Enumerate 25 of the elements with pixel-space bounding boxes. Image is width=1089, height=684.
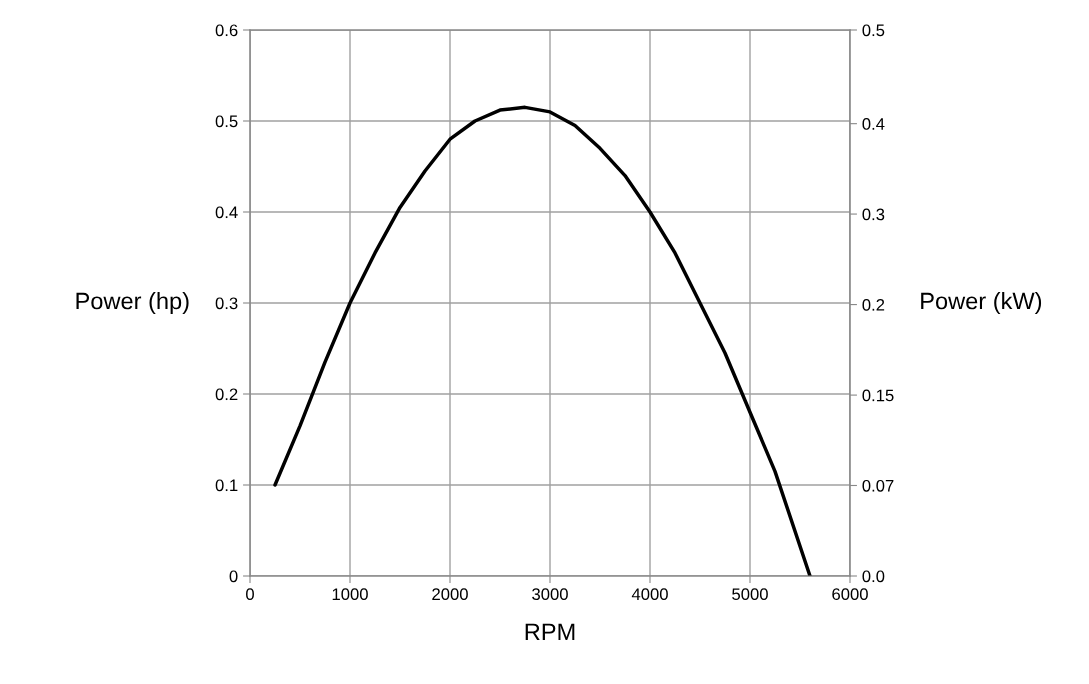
y-tick-label: 0.6 [215,24,238,37]
x-tick-label: 1000 [332,588,368,601]
y2-tick-label: 0.15 [862,389,894,402]
y2-tick-label: 0.0 [862,570,885,583]
y2-axis-title: Power (kW) [921,291,1042,314]
x-tick-label: 5000 [732,588,768,601]
x-tick-label: 0 [246,588,254,601]
y2-tick-label: 0.5 [862,24,885,37]
y-tick-label: 0.4 [215,206,238,219]
x-tick-label: 2000 [432,588,468,601]
y2-tick-label: 0.07 [862,479,894,492]
x-tick-label: 3000 [532,588,568,601]
y-tick-label: 0.2 [215,388,238,401]
x-tick-label: 4000 [631,588,668,601]
y-tick-label: 0.5 [215,115,238,128]
x-axis-title: RPM [525,623,575,640]
y2-tick-label: 0.2 [862,298,885,311]
y-axis-title: Power (hp) [76,291,189,314]
y-tick-label: 0.1 [215,479,238,492]
x-tick-label: 6000 [832,588,868,601]
line-series [273,105,812,576]
y-tick-label: 0.3 [215,297,238,310]
y2-tick-label: 0.4 [862,118,885,130]
y-tick-label: 0 [229,570,238,583]
y2-tick-label: 0.3 [862,208,885,221]
